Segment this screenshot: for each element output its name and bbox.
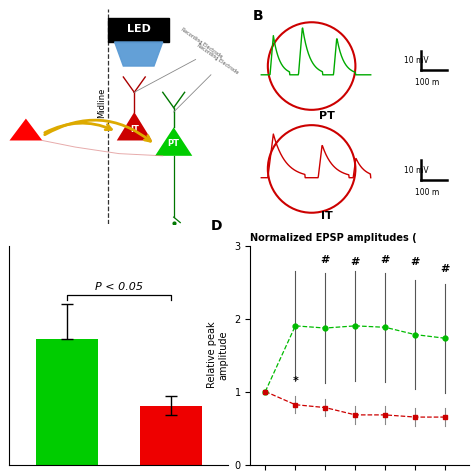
Text: #: # (440, 264, 450, 274)
FancyBboxPatch shape (108, 18, 169, 42)
Text: IT: IT (130, 125, 139, 134)
Text: #: # (320, 255, 330, 265)
Bar (36, 339, 98, 465)
Text: Midline: Midline (97, 88, 106, 118)
Y-axis label: Relative peak
amplitude: Relative peak amplitude (207, 322, 229, 388)
Text: 10 mV: 10 mV (403, 56, 428, 65)
Text: B: B (253, 9, 263, 23)
Text: Recording Electrode: Recording Electrode (196, 43, 239, 75)
Bar (140, 406, 202, 465)
Text: PT: PT (168, 139, 180, 148)
Polygon shape (115, 42, 163, 66)
Text: Normalized EPSP amplitudes (: Normalized EPSP amplitudes ( (250, 233, 417, 244)
Text: #: # (381, 255, 390, 265)
Text: LED: LED (127, 24, 151, 34)
Text: #: # (351, 257, 360, 267)
Text: 10 mV: 10 mV (403, 165, 428, 174)
Text: *: * (292, 376, 298, 386)
Text: 100 m: 100 m (415, 78, 439, 87)
Polygon shape (155, 128, 192, 156)
Text: #: # (410, 257, 420, 267)
Text: P < 0.05: P < 0.05 (95, 282, 143, 292)
Polygon shape (117, 112, 152, 140)
Text: PT: PT (319, 110, 335, 120)
Text: Recording Electrode: Recording Electrode (180, 27, 223, 59)
Text: IT: IT (321, 211, 333, 221)
Text: D: D (211, 219, 222, 233)
Polygon shape (9, 118, 42, 140)
Text: 100 m: 100 m (415, 188, 439, 197)
